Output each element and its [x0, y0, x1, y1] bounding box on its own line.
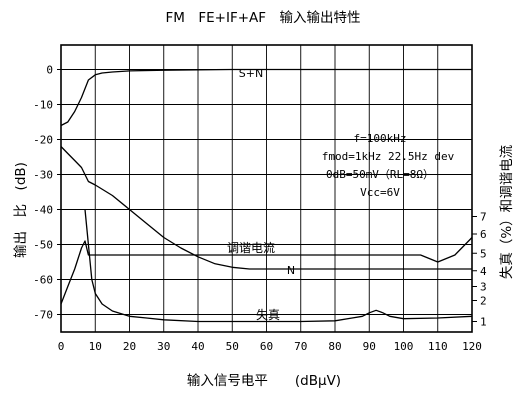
y-tick-label-right: 3	[480, 281, 487, 294]
x-tick-label: 20	[123, 340, 136, 353]
series-group	[60, 68, 473, 323]
annotation-tuning-current: 调谐电流	[227, 241, 275, 255]
annotation-n: N	[287, 264, 295, 277]
x-tick-label: 60	[260, 340, 273, 353]
y-tick-label-right: 7	[480, 211, 487, 224]
x-tick-label: 10	[89, 340, 102, 353]
x-tick-label: 100	[394, 340, 414, 353]
y-tick-label-right: 6	[480, 228, 487, 241]
y-tick-label-left: -30	[33, 169, 53, 182]
y-tick-label-left: -50	[33, 239, 53, 252]
x-tick-label: 120	[462, 340, 482, 353]
y-tick-label-left: 0	[46, 64, 53, 77]
ticks-group: 0 10 20 30 40 50 60 70 80 90 100 110 120 0 -10 -20 -30 -4…	[33, 64, 487, 354]
y-tick-label-left: -10	[33, 99, 53, 112]
y-tick-label-right: 1	[480, 316, 487, 329]
y-tick-label-right: 2	[480, 295, 487, 308]
condition-line: 0dB=50mV（RL=8Ω）	[326, 168, 434, 181]
annotation-distortion: 失真	[256, 307, 280, 322]
y-axis-label-right: 失真（%）和调谐电流	[499, 144, 515, 279]
x-tick-label: 70	[294, 340, 307, 353]
y-tick-label-left: -60	[33, 274, 53, 287]
annotation-s-plus-n: S+N	[239, 67, 263, 80]
x-tick-label: 110	[428, 340, 448, 353]
y-axis-label-left: 输出 比 (dB)	[13, 162, 29, 258]
condition-line: Vcc=6V	[360, 186, 400, 199]
x-tick-label: 90	[363, 340, 376, 353]
chart-title: FM FE+IF+AF 输入输出特性	[165, 10, 360, 26]
x-axis-label: 输入信号电平 (dBμV)	[187, 373, 341, 389]
x-tick-label: 40	[191, 340, 204, 353]
series-line	[84, 209, 473, 323]
y-tick-label-left: -20	[33, 134, 53, 147]
grid	[61, 45, 472, 332]
series-line	[60, 237, 473, 305]
x-tick-label: 30	[157, 340, 170, 353]
series-line	[60, 146, 472, 270]
condition-line: fmod=1kHz 22.5Hz dev	[322, 150, 455, 163]
condition-line: f=100kHz	[354, 132, 407, 145]
x-tick-label: 50	[226, 340, 239, 353]
series-line	[60, 68, 472, 127]
y-tick-label-right: 5	[480, 247, 487, 260]
y-tick-label-left: -70	[33, 309, 53, 322]
conditions-box: f=100kHz fmod=1kHz 22.5Hz dev 0dB=50mV（R…	[322, 132, 455, 199]
y-tick-label-right: 4	[480, 265, 487, 278]
plot-frame	[60, 44, 473, 333]
x-tick-label: 0	[58, 340, 65, 353]
x-tick-label: 80	[328, 340, 341, 353]
y-tick-label-left: -40	[33, 204, 53, 217]
